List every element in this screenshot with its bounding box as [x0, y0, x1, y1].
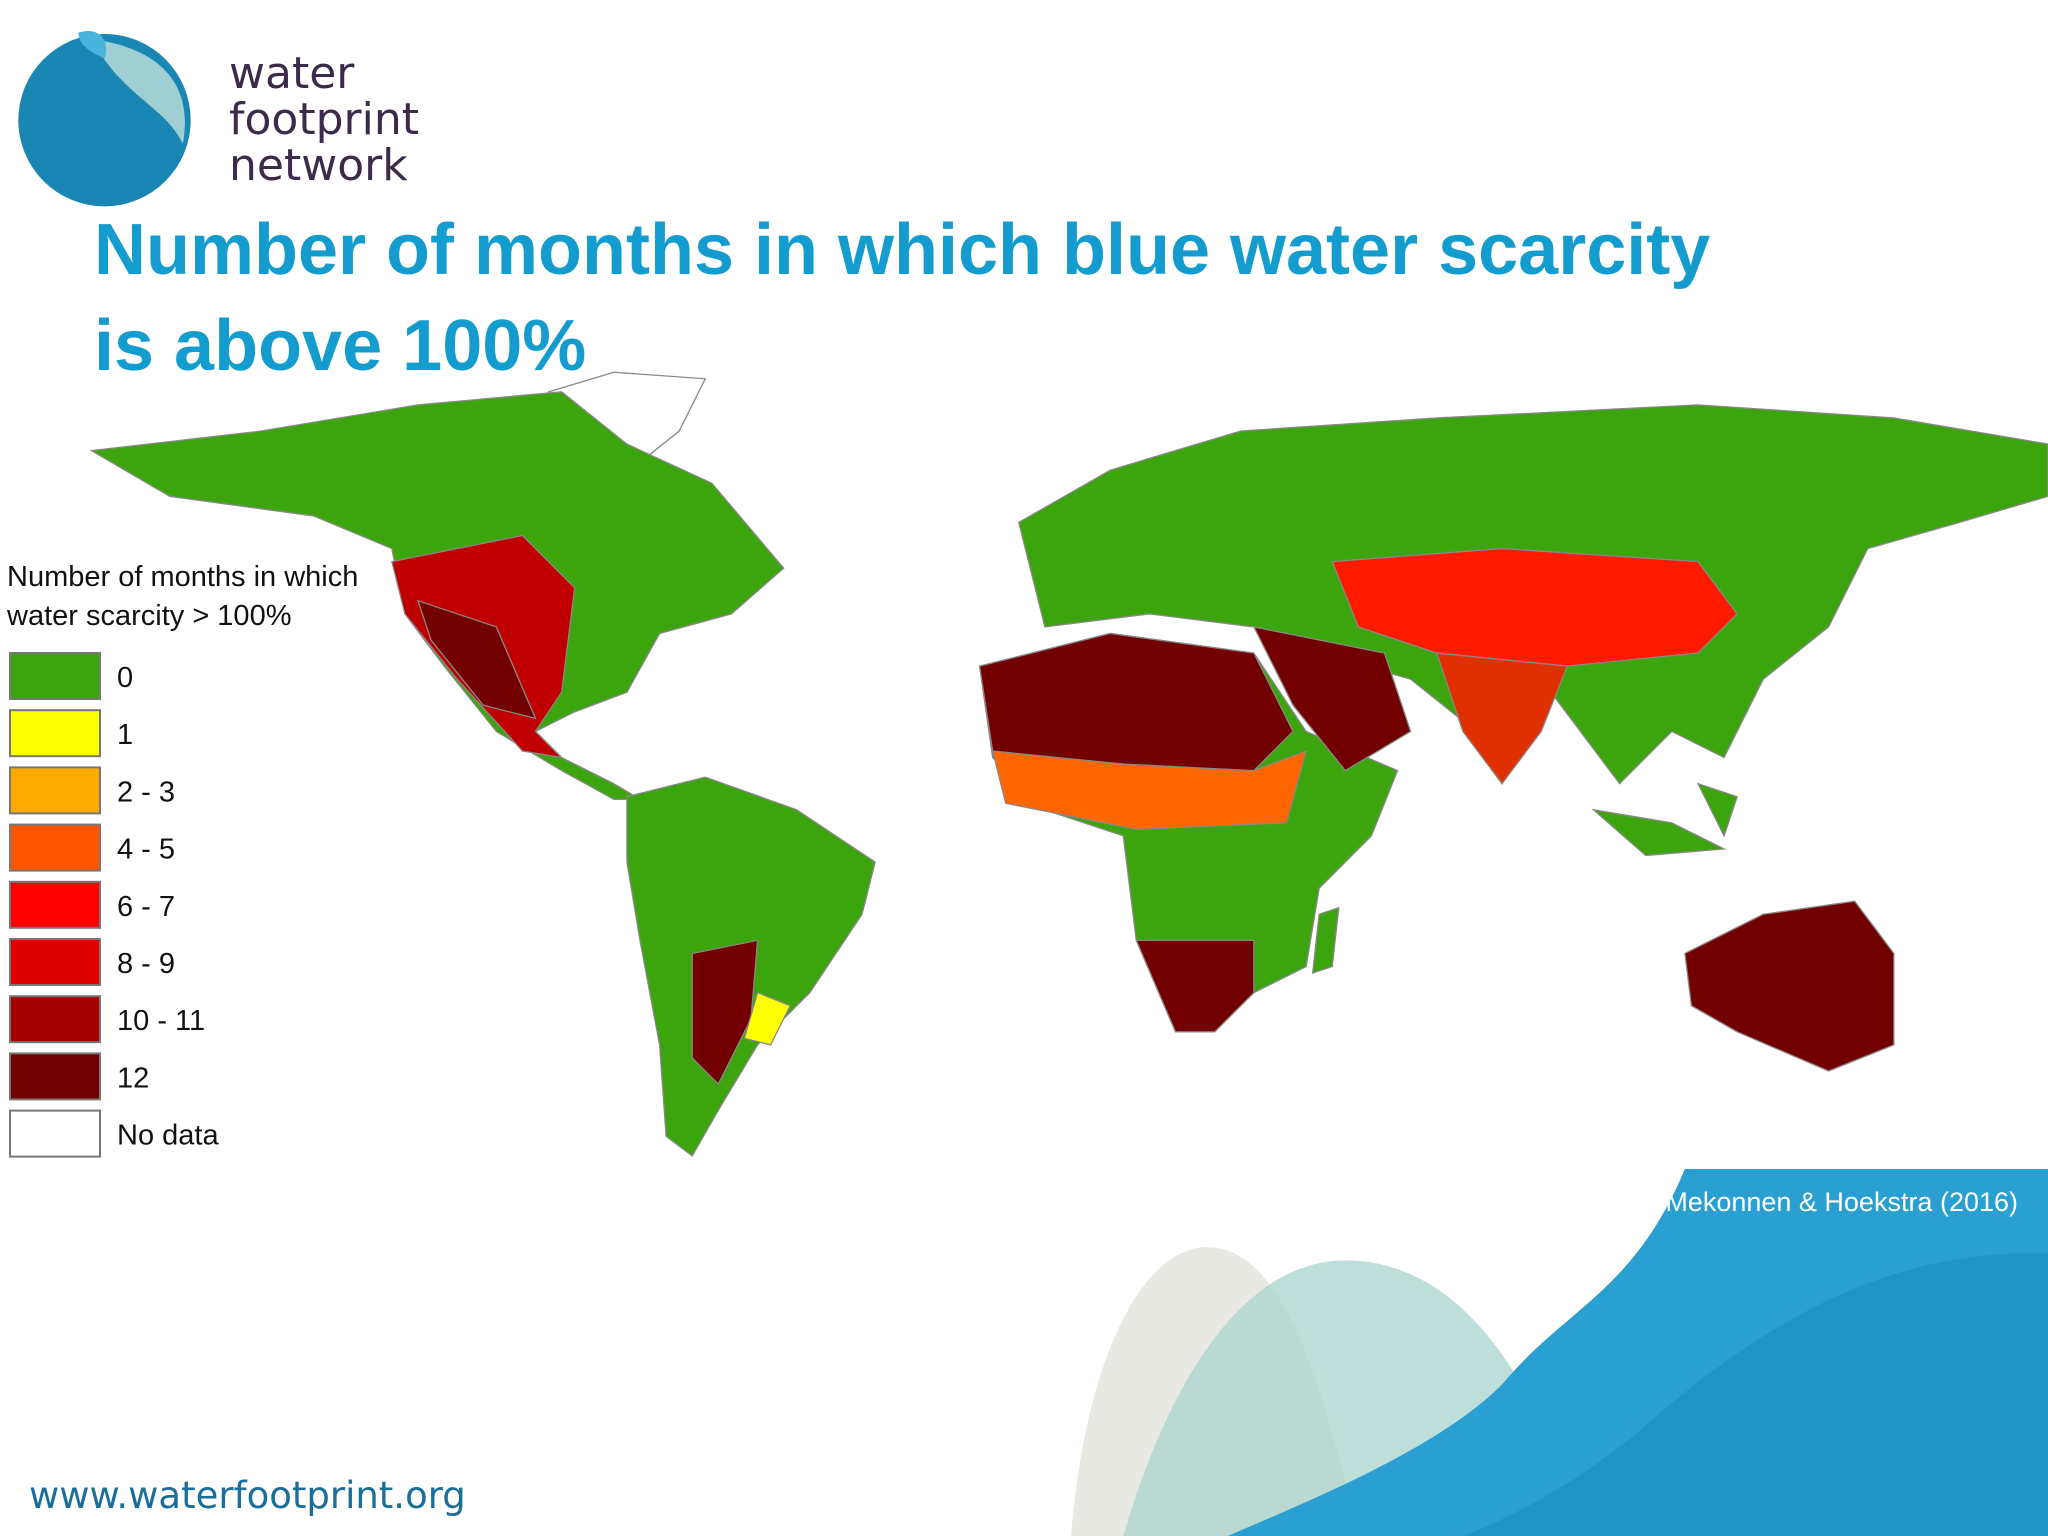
logo-drop-light	[91, 39, 185, 144]
legend-label: 1	[117, 719, 133, 751]
madagascar	[1311, 906, 1340, 975]
logo-line: water	[229, 48, 355, 99]
southern-africa	[1135, 939, 1255, 1033]
sahara	[978, 632, 1294, 772]
arabia	[1252, 626, 1412, 772]
legend-label: 10 - 11	[117, 1005, 205, 1037]
world-map	[89, 371, 2048, 1157]
legend-label: 0	[117, 662, 133, 694]
legend-swatch	[9, 995, 101, 1044]
india	[1435, 652, 1569, 785]
sa-scarcity	[691, 939, 759, 1086]
legend-swatch	[9, 652, 101, 700]
logo-text: water footprint network	[229, 48, 419, 191]
logo-drop	[18, 33, 191, 207]
wave-blue-dark	[1462, 1253, 2048, 1536]
decoration	[18, 30, 2048, 1536]
legend-swatch	[9, 1052, 101, 1101]
indonesia	[1591, 782, 1738, 857]
sa-scarcity-low	[743, 991, 792, 1046]
legend: Number of months in which water scarcity…	[6, 561, 358, 1158]
legend-label: 4 - 5	[117, 834, 175, 866]
legend-swatch	[9, 938, 101, 986]
legend-label: 8 - 9	[117, 948, 175, 980]
legend-label: 2 - 3	[117, 776, 175, 808]
url[interactable]: www.waterfootprint.org	[29, 1474, 466, 1517]
logo-line: network	[229, 140, 408, 191]
legend-label: 12	[117, 1062, 149, 1094]
legend-label: No data	[117, 1120, 219, 1152]
australia	[1684, 900, 1895, 1072]
legend-swatch	[9, 1109, 101, 1158]
legend-swatch	[9, 880, 101, 929]
legend-label: 6 - 7	[117, 891, 175, 923]
legend-swatch	[9, 823, 101, 872]
legend-swatch	[9, 709, 101, 758]
legend-title: water scarcity > 100%	[6, 600, 291, 632]
source: Mekonnen & Hoekstra (2016)	[1665, 1187, 2018, 1217]
legend-swatch	[9, 766, 101, 815]
logo-line: footprint	[229, 94, 419, 145]
na-scarcity-high	[416, 599, 537, 720]
asia-scarcity	[1331, 547, 1739, 667]
title: Number of months in which blue water sca…	[94, 210, 1710, 290]
logo-drop-top	[78, 30, 107, 59]
legend-title: Number of months in which	[7, 561, 358, 593]
title: is above 100%	[94, 306, 586, 386]
